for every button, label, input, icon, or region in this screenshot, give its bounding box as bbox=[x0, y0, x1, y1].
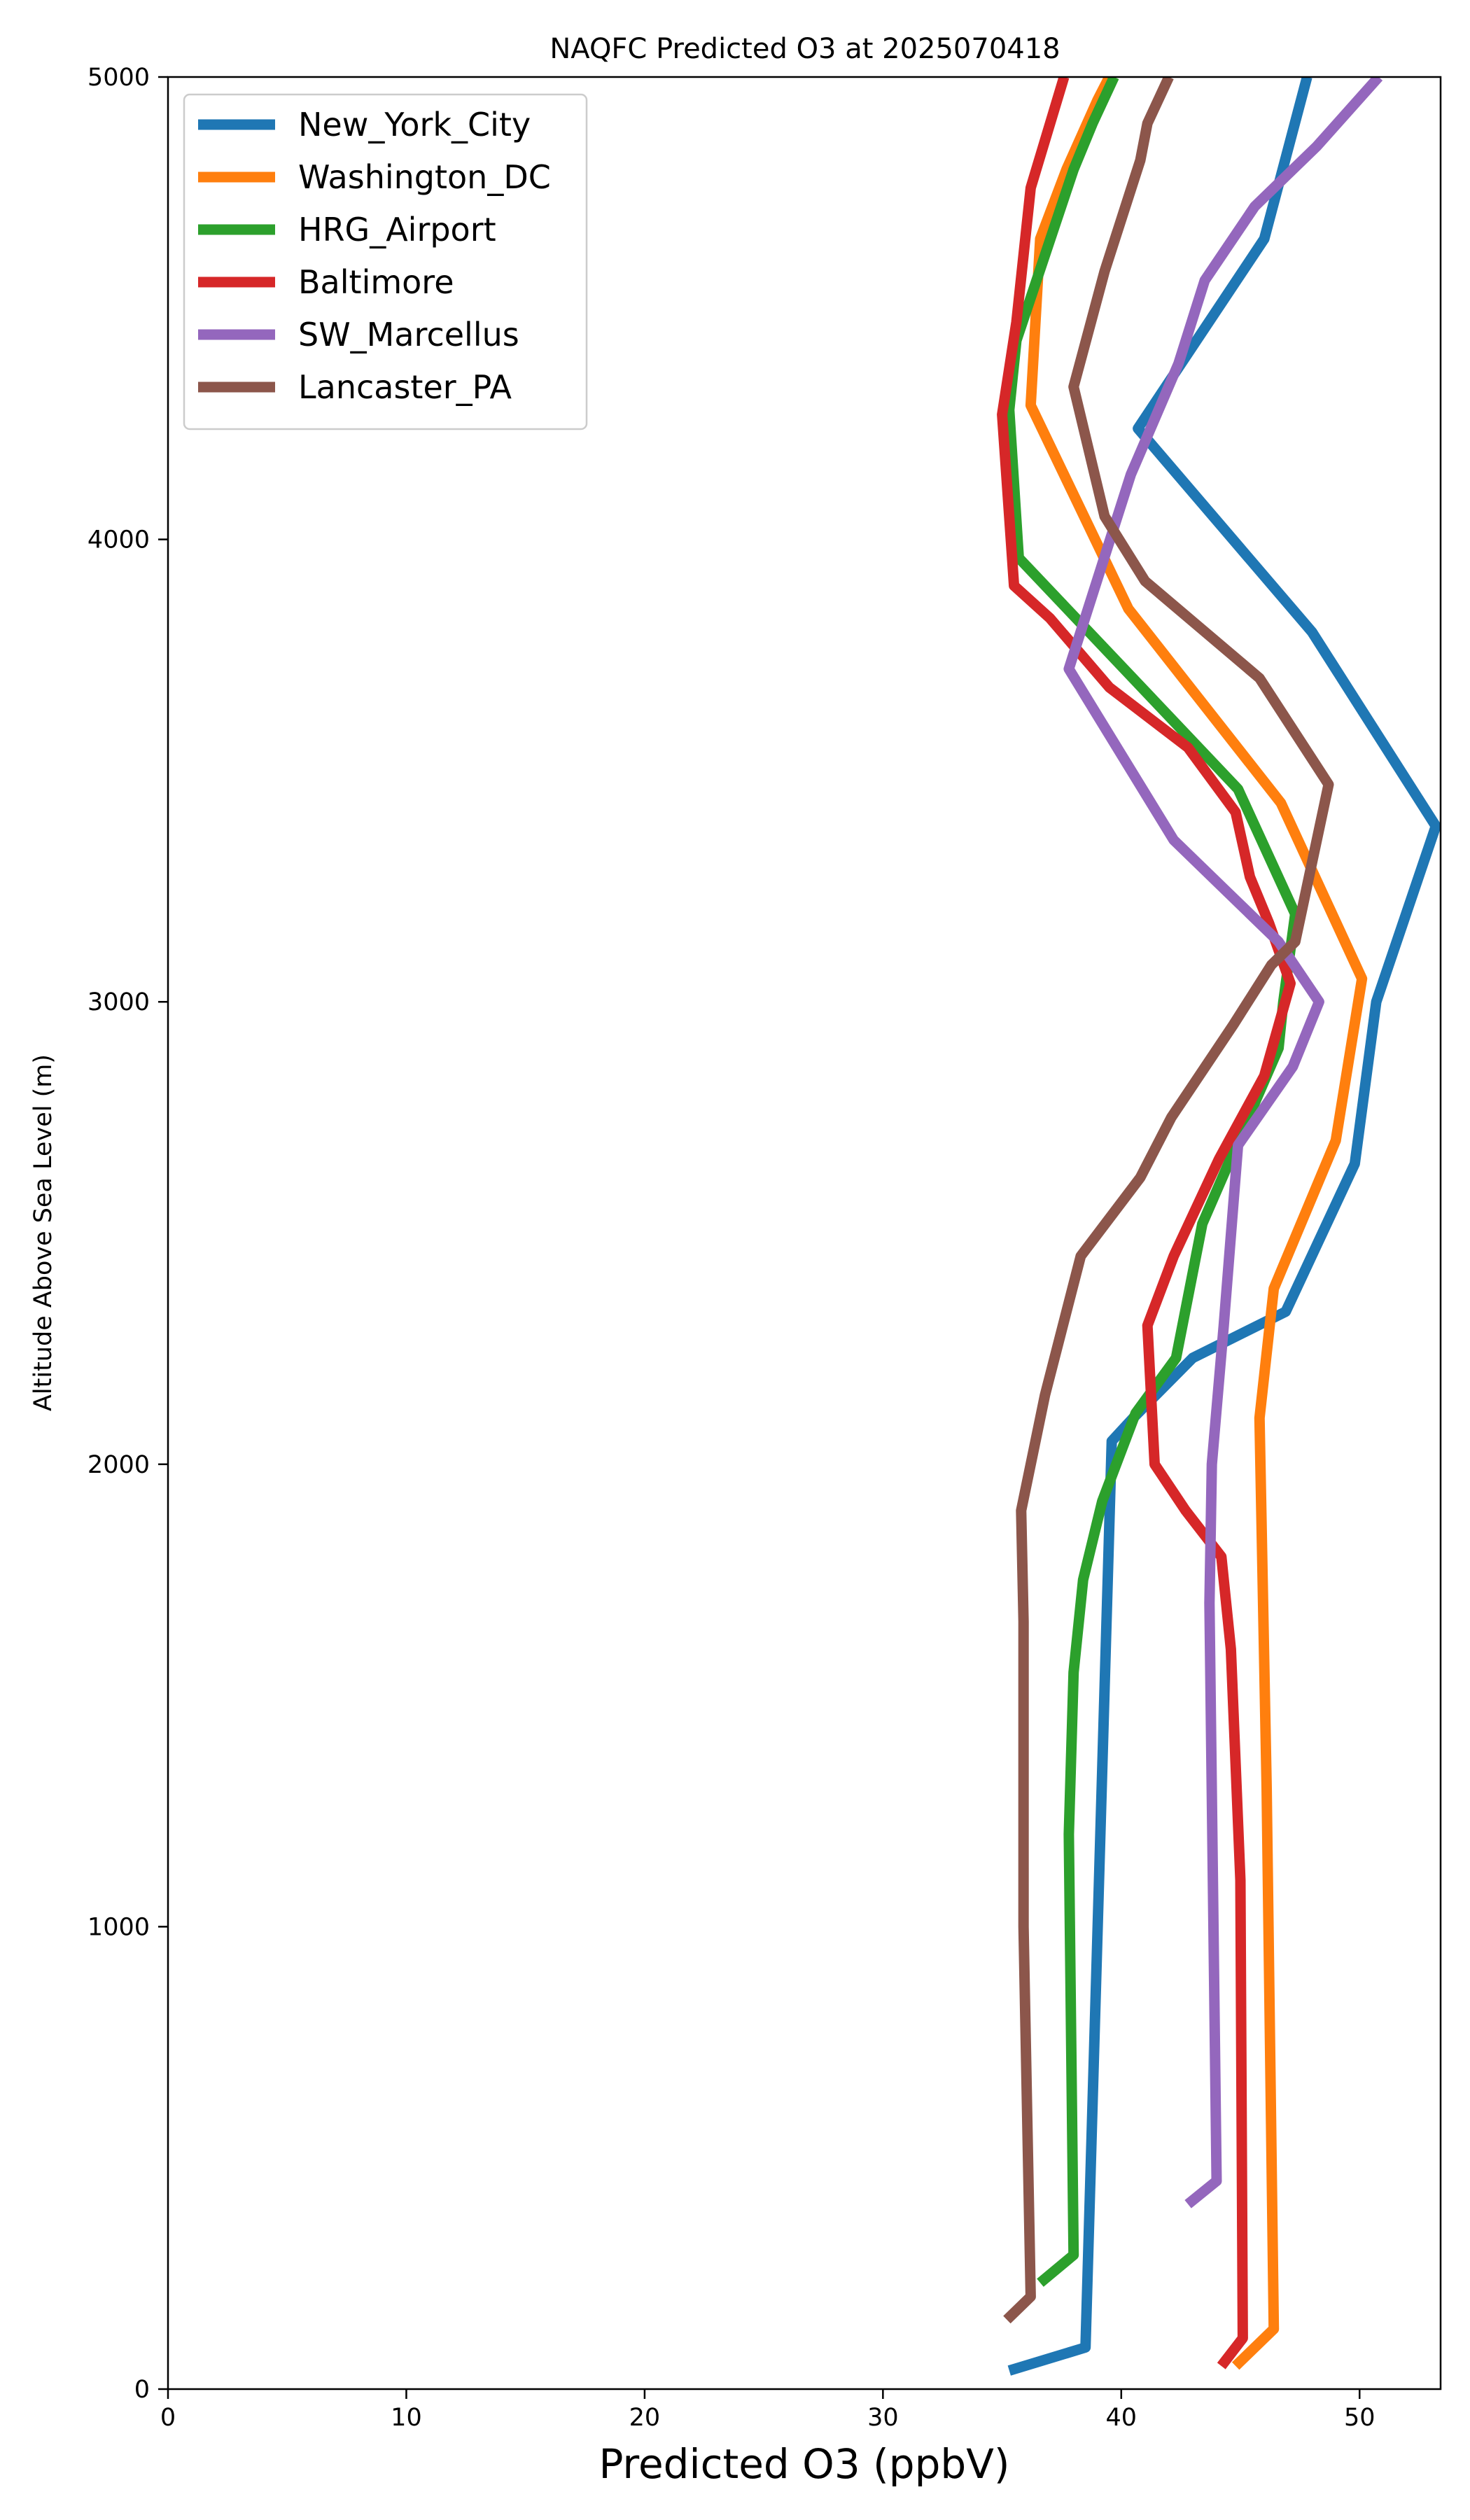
legend-label-hrg-airport: HRG_Airport bbox=[298, 211, 496, 248]
legend-label-washington-dc: Washington_DC bbox=[298, 158, 551, 196]
y-tick-label: 3000 bbox=[88, 988, 150, 1016]
legend: New_York_City Washington_DC HRG_Airport Bal… bbox=[183, 93, 588, 430]
y-tick-label: 5000 bbox=[88, 64, 150, 92]
plot-frame bbox=[167, 76, 1442, 2390]
legend-label-new-york-city: New_York_City bbox=[298, 106, 531, 144]
y-axis-label: Altitude Above Sea Level (m) bbox=[29, 1054, 57, 1411]
y-axis: 0 1000 2000 3000 4000 5000 bbox=[88, 64, 168, 2404]
y-tick-label: 0 bbox=[134, 2376, 150, 2404]
y-tick-label: 1000 bbox=[88, 1913, 150, 1941]
series-line-lancaster-pa bbox=[1003, 77, 1334, 2324]
x-tick-label: 40 bbox=[1106, 2404, 1138, 2432]
series-layer bbox=[997, 77, 1441, 2376]
legend-box bbox=[183, 93, 588, 430]
series-line-new-york-city bbox=[1007, 77, 1441, 2376]
chart-title: NAQFC Predicted O3 at 2025070418 bbox=[550, 33, 1060, 65]
x-tick-label: 30 bbox=[867, 2404, 899, 2432]
legend-label-sw-marcellus: SW_Marcellus bbox=[298, 316, 519, 354]
x-tick-label: 0 bbox=[160, 2404, 176, 2432]
x-axis-label: Predicted O3 (ppbV) bbox=[598, 2440, 1009, 2488]
y-tick-label: 2000 bbox=[88, 1451, 150, 1479]
y-tick-label: 4000 bbox=[88, 526, 150, 554]
x-tick-label: 20 bbox=[629, 2404, 661, 2432]
series-line-sw-marcellus bbox=[1063, 77, 1383, 2208]
legend-label-baltimore: Baltimore bbox=[298, 263, 454, 301]
x-axis: 0 10 20 30 40 50 bbox=[160, 2389, 1376, 2432]
x-tick-label: 10 bbox=[391, 2404, 422, 2432]
series-line-baltimore bbox=[997, 77, 1296, 2370]
legend-label-lancaster-pa: Lancaster_PA bbox=[298, 368, 512, 406]
series-line-washington-dc bbox=[1025, 77, 1368, 2370]
x-tick-label: 50 bbox=[1344, 2404, 1376, 2432]
